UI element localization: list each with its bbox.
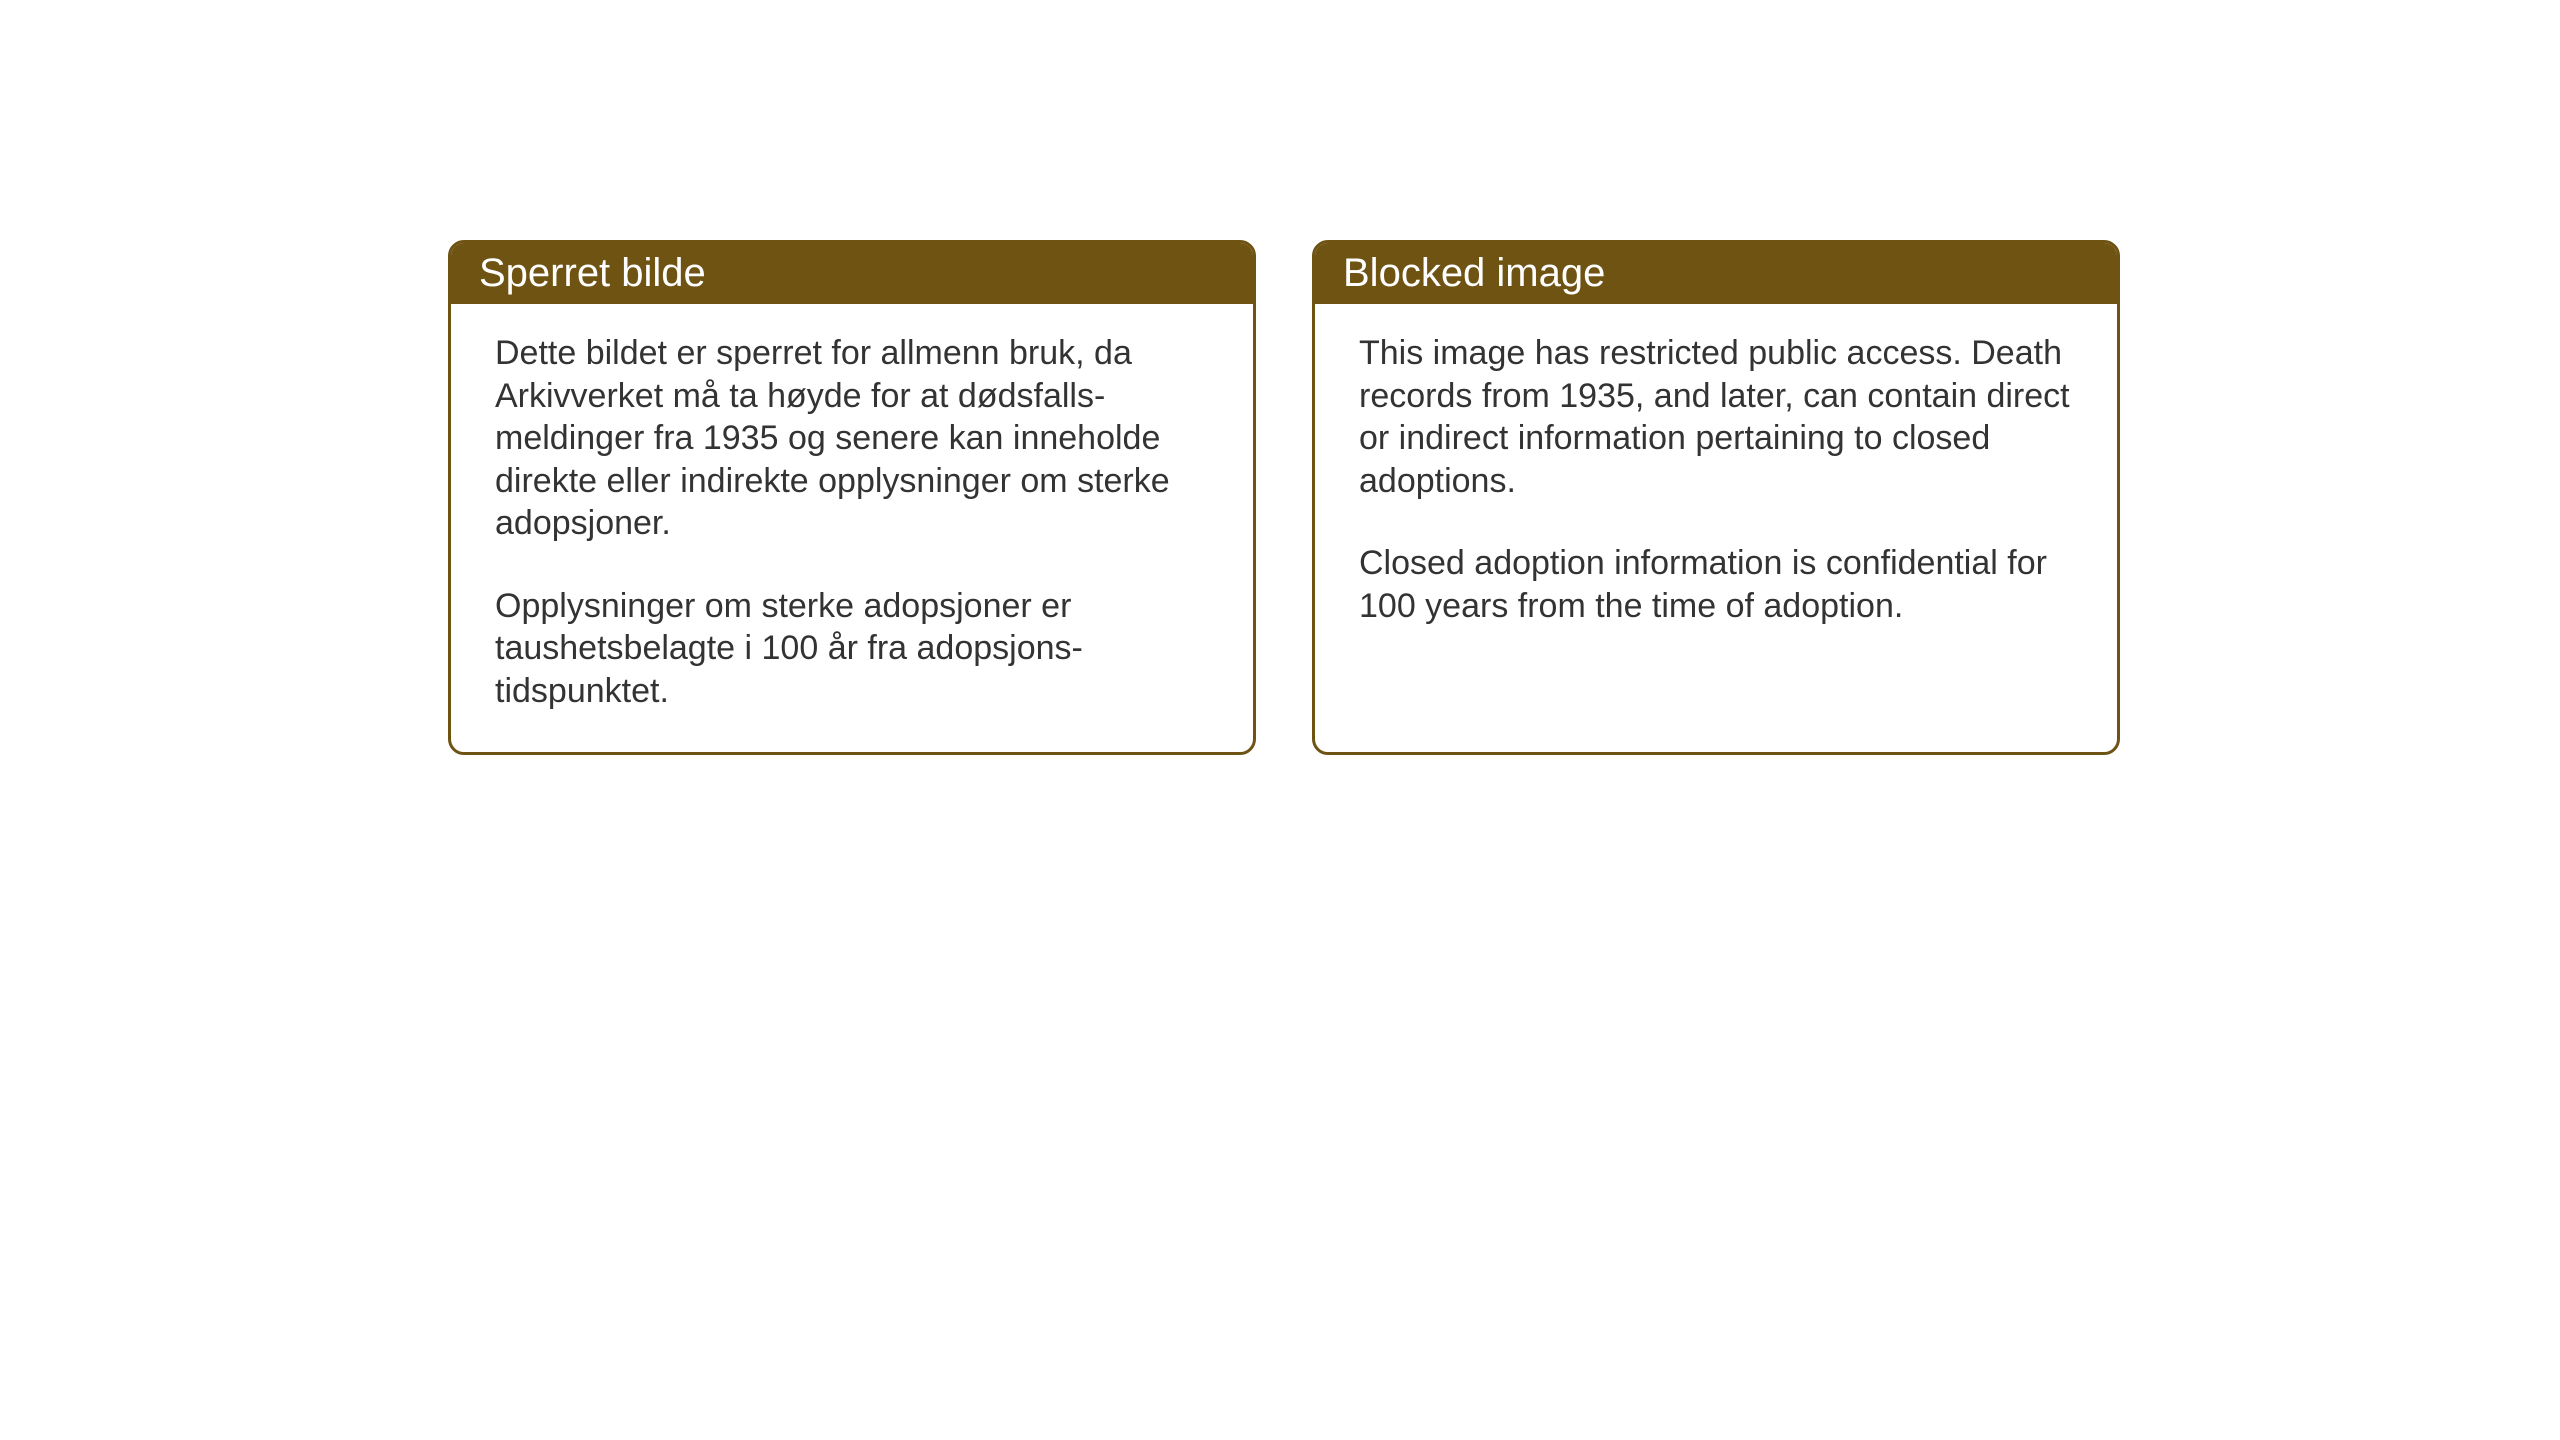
notice-header-norwegian: Sperret bilde <box>451 243 1253 304</box>
notice-paragraph-1-english: This image has restricted public access.… <box>1359 332 2073 502</box>
notice-paragraph-1-norwegian: Dette bildet er sperret for allmenn bruk… <box>495 332 1209 545</box>
notice-header-english: Blocked image <box>1315 243 2117 304</box>
notice-body-english: This image has restricted public access.… <box>1315 304 2117 667</box>
notice-paragraph-2-english: Closed adoption information is confident… <box>1359 542 2073 627</box>
notice-paragraph-2-norwegian: Opplysninger om sterke adopsjoner er tau… <box>495 585 1209 713</box>
notice-card-norwegian: Sperret bilde Dette bildet er sperret fo… <box>448 240 1256 755</box>
notice-container: Sperret bilde Dette bildet er sperret fo… <box>448 240 2120 755</box>
notice-title-english: Blocked image <box>1343 251 1605 295</box>
notice-body-norwegian: Dette bildet er sperret for allmenn bruk… <box>451 304 1253 752</box>
notice-title-norwegian: Sperret bilde <box>479 251 706 295</box>
notice-card-english: Blocked image This image has restricted … <box>1312 240 2120 755</box>
